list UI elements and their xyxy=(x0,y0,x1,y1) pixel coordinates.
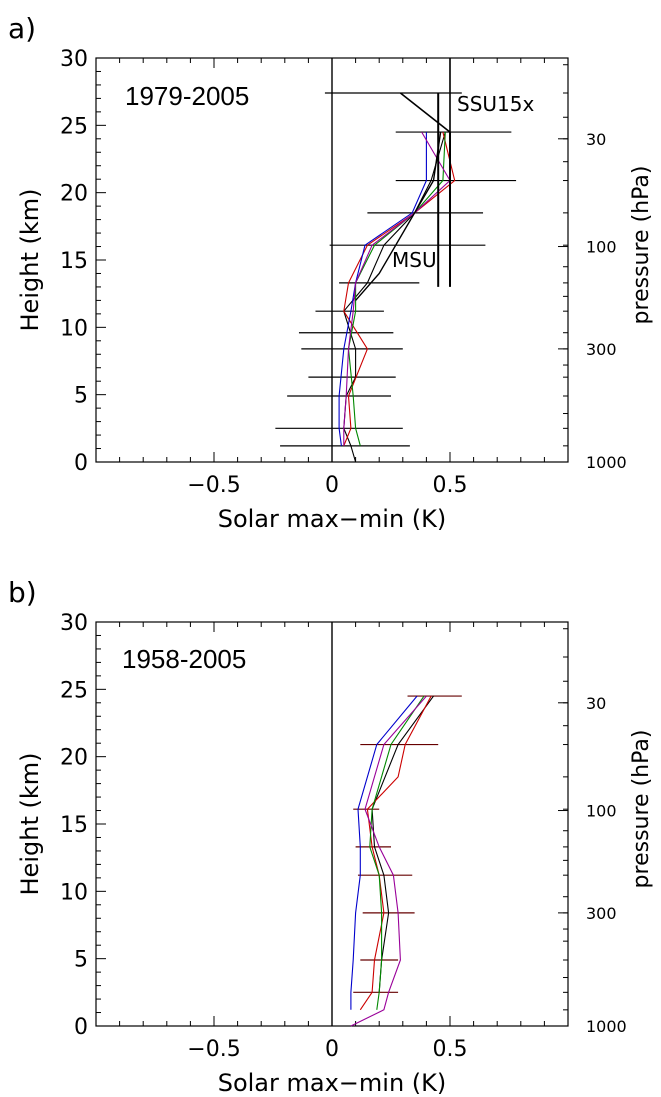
y-tick-label: 25 xyxy=(60,114,88,139)
x-axis-title: Solar max−min (K) xyxy=(218,505,447,533)
x-axis-title: Solar max−min (K) xyxy=(218,1069,447,1097)
series-line xyxy=(343,131,451,446)
y-axis-title: Height (km) xyxy=(16,753,44,896)
x-tick-label: 0 xyxy=(325,1037,339,1062)
pressure-tick-label: 1000 xyxy=(586,1017,627,1036)
pressure-tick-label: 100 xyxy=(586,238,617,257)
y-tick-label: 30 xyxy=(60,611,88,636)
ssu-line xyxy=(399,58,451,134)
series-line xyxy=(350,695,427,1027)
axis-ticks: −0.5 0 0.5 0 5 10 15 20 25 30 30 100 300 1000 xyxy=(60,611,627,1062)
panel-b: b) 1958-2005 Solar max−min (K) Height (k… xyxy=(8,576,654,1097)
series-line xyxy=(350,695,418,1010)
series-line xyxy=(338,132,427,446)
period-label: 1979-2005 xyxy=(125,81,249,111)
axis-ticks: −0.5 0 0.5 0 5 10 15 20 25 30 30 100 300 1000 xyxy=(60,47,627,498)
pressure-tick-label: 1000 xyxy=(586,453,627,472)
series-line xyxy=(369,695,425,1010)
y-tick-label: 5 xyxy=(74,384,88,409)
x-tick-label: 0.5 xyxy=(433,1037,468,1062)
y-tick-label: 20 xyxy=(60,746,88,771)
y-tick-label: 10 xyxy=(60,880,88,905)
pressure-tick-label: 30 xyxy=(586,130,606,149)
y-tick-label: 0 xyxy=(74,1015,88,1040)
y-tick-label: 15 xyxy=(60,813,88,838)
period-label: 1958-2005 xyxy=(122,644,246,674)
y-tick-label: 20 xyxy=(60,182,88,207)
panel-label: a) xyxy=(8,12,36,45)
y-tick-label: 15 xyxy=(60,249,88,274)
msu-line xyxy=(355,131,442,301)
x-tick-label: −0.5 xyxy=(187,473,240,498)
y-axis-right-title: pressure (hPa) xyxy=(629,730,654,889)
y-tick-label: 0 xyxy=(74,451,88,476)
x-tick-label: 0 xyxy=(325,473,339,498)
series-line xyxy=(359,695,432,1011)
pressure-tick-label: 300 xyxy=(586,904,617,923)
series-line xyxy=(371,695,434,993)
y-tick-label: 25 xyxy=(60,678,88,703)
pressure-tick-label: 300 xyxy=(586,340,617,359)
msu-label: MSU xyxy=(392,248,437,272)
ssu-label: SSU15x xyxy=(457,92,534,116)
pressure-tick-label: 30 xyxy=(586,694,606,713)
series-line xyxy=(343,131,456,447)
pressure-tick-label: 100 xyxy=(586,802,617,821)
x-tick-label: 0.5 xyxy=(433,473,468,498)
series-lines xyxy=(350,695,434,1027)
y-tick-label: 10 xyxy=(60,316,88,341)
y-axis-right-title: pressure (hPa) xyxy=(629,166,654,325)
panel-label: b) xyxy=(8,576,37,609)
y-tick-label: 5 xyxy=(74,948,88,973)
instrument-lines: SSU15x MSU xyxy=(355,58,534,301)
error-bars xyxy=(275,92,517,447)
panel-a: a) 1979-2005 Solar max−min (K) Height (k… xyxy=(8,12,654,533)
y-tick-label: 30 xyxy=(60,47,88,72)
x-tick-label: −0.5 xyxy=(187,1037,240,1062)
series-line xyxy=(347,132,446,446)
y-axis-title: Height (km) xyxy=(16,189,44,332)
